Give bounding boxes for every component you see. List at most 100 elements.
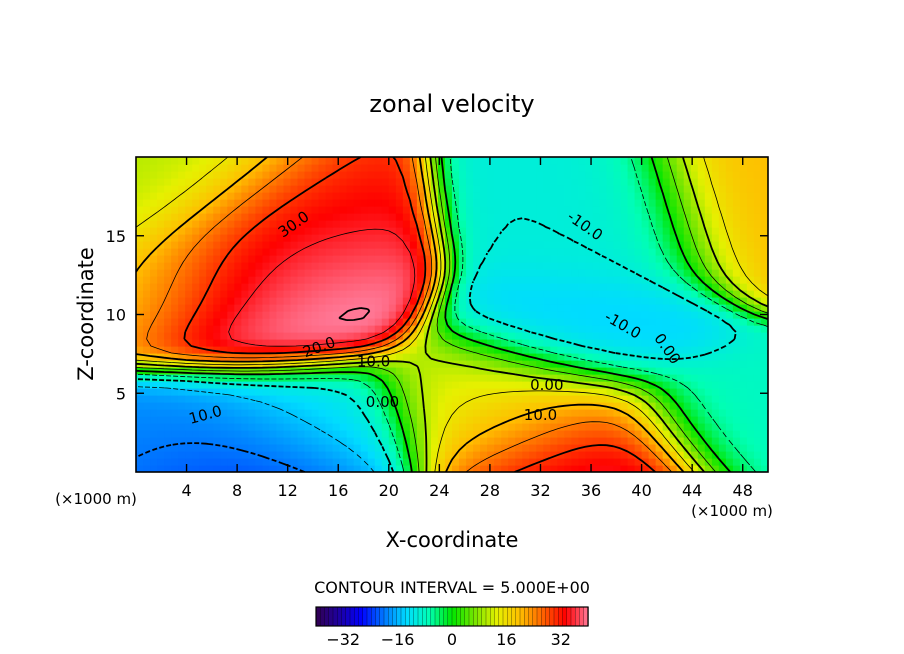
field-cell bbox=[395, 276, 404, 284]
field-cell bbox=[402, 367, 411, 375]
field-cell bbox=[648, 304, 657, 312]
field-cell bbox=[339, 318, 348, 326]
field-cell bbox=[185, 171, 193, 179]
field-cell bbox=[739, 465, 748, 472]
field-cell bbox=[711, 248, 720, 256]
field-cell bbox=[290, 409, 299, 417]
field-cell bbox=[325, 318, 334, 326]
field-cell bbox=[697, 241, 706, 249]
field-cell bbox=[269, 220, 278, 228]
field-cell bbox=[529, 171, 537, 179]
field-cell bbox=[283, 318, 292, 326]
field-cell bbox=[480, 325, 488, 333]
field-cell bbox=[276, 234, 285, 242]
field-cell bbox=[241, 276, 249, 284]
field-cell bbox=[515, 430, 523, 438]
field-cell bbox=[150, 416, 158, 424]
field-cell bbox=[444, 304, 453, 312]
field-cell bbox=[241, 325, 249, 333]
field-cell bbox=[360, 248, 369, 256]
field-cell bbox=[529, 416, 537, 424]
field-cell bbox=[683, 465, 692, 472]
field-cell bbox=[423, 276, 432, 284]
field-cell bbox=[269, 234, 278, 242]
field-cell bbox=[346, 311, 355, 319]
field-cell bbox=[718, 164, 727, 172]
field-cell bbox=[746, 339, 755, 347]
field-cell bbox=[136, 374, 144, 382]
field-cell bbox=[318, 458, 327, 466]
field-cell bbox=[206, 430, 214, 438]
field-cell bbox=[634, 360, 643, 368]
field-cell bbox=[353, 444, 362, 452]
field-cell bbox=[620, 276, 629, 284]
field-cell bbox=[171, 304, 179, 312]
field-cell bbox=[437, 360, 446, 368]
field-cell bbox=[739, 416, 748, 424]
colorbar-segment bbox=[328, 606, 334, 627]
field-cell bbox=[704, 185, 713, 193]
field-cell bbox=[248, 318, 256, 326]
field-cell bbox=[571, 409, 579, 417]
field-cell bbox=[522, 430, 530, 438]
field-cell bbox=[648, 451, 657, 459]
field-cell bbox=[234, 395, 242, 403]
field-cell bbox=[150, 458, 158, 466]
field-cell bbox=[508, 262, 516, 270]
field-cell bbox=[725, 178, 734, 186]
field-cell bbox=[711, 465, 720, 472]
field-cell bbox=[437, 248, 446, 256]
field-cell bbox=[157, 395, 165, 403]
field-cell bbox=[718, 388, 727, 396]
field-cell bbox=[241, 332, 249, 340]
field-cell bbox=[199, 304, 207, 312]
field-cell bbox=[157, 276, 165, 284]
field-cell bbox=[227, 332, 235, 340]
field-cell bbox=[234, 311, 242, 319]
field-cell bbox=[459, 234, 467, 242]
field-cell bbox=[480, 395, 488, 403]
field-cell bbox=[255, 409, 263, 417]
field-cell bbox=[690, 178, 699, 186]
field-cell bbox=[367, 192, 376, 200]
field-cell bbox=[550, 416, 558, 424]
field-cell bbox=[143, 269, 151, 277]
field-cell bbox=[655, 402, 664, 410]
field-cell bbox=[255, 304, 263, 312]
field-cell bbox=[606, 164, 615, 172]
field-cell bbox=[557, 374, 565, 382]
field-cell bbox=[487, 241, 495, 249]
field-cell bbox=[206, 297, 214, 305]
field-cell bbox=[480, 332, 488, 340]
field-cell bbox=[220, 346, 228, 354]
field-cell bbox=[606, 458, 615, 466]
field-cell bbox=[494, 171, 502, 179]
field-cell bbox=[690, 283, 699, 291]
field-cell bbox=[332, 458, 341, 466]
field-cell bbox=[241, 374, 249, 382]
field-cell bbox=[353, 283, 362, 291]
field-cell bbox=[620, 192, 629, 200]
field-cell bbox=[522, 290, 530, 298]
field-cell bbox=[529, 220, 537, 228]
field-cell bbox=[199, 164, 207, 172]
field-cell bbox=[620, 402, 629, 410]
field-cell bbox=[557, 325, 565, 333]
field-cell bbox=[409, 437, 418, 445]
field-cell bbox=[255, 395, 263, 403]
field-cell bbox=[704, 346, 713, 354]
field-cell bbox=[346, 346, 355, 354]
field-cell bbox=[536, 416, 544, 424]
field-cell bbox=[339, 381, 348, 389]
field-cell bbox=[381, 437, 390, 445]
field-cell bbox=[325, 409, 334, 417]
field-cell bbox=[746, 248, 755, 256]
field-cell bbox=[739, 304, 748, 312]
field-cell bbox=[515, 458, 523, 466]
field-cell bbox=[423, 304, 432, 312]
field-cell bbox=[227, 458, 235, 466]
field-cell bbox=[606, 220, 615, 228]
field-cell bbox=[641, 339, 650, 347]
field-cell bbox=[732, 220, 741, 228]
field-cell bbox=[494, 381, 502, 389]
